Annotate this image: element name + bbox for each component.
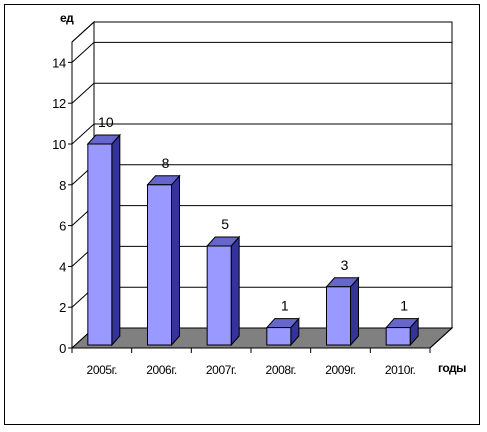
x-tick-label: 2010г. bbox=[385, 363, 416, 377]
y-tick-label: 8 bbox=[59, 178, 66, 193]
x-tick-label: 2005г. bbox=[87, 363, 118, 377]
bar-front bbox=[206, 245, 232, 346]
bar bbox=[385, 317, 420, 347]
bar bbox=[146, 174, 181, 347]
bar-front bbox=[147, 184, 172, 346]
gridline bbox=[71, 41, 452, 63]
bar-side bbox=[171, 174, 180, 347]
labels: 0 2 4 6 8 10 12 14 10 2005г. 8 2006г. 5 2007г. 1 2008г.… bbox=[52, 55, 416, 377]
y-tick-label: 12 bbox=[52, 96, 66, 111]
data-label: 1 bbox=[400, 298, 408, 314]
bar bbox=[265, 317, 300, 347]
bar bbox=[206, 235, 241, 347]
x-tick-label: 2008г. bbox=[266, 363, 297, 377]
gridline bbox=[71, 123, 452, 145]
gridline bbox=[71, 82, 452, 104]
data-label: 3 bbox=[341, 257, 349, 273]
y-tick-label: 4 bbox=[59, 259, 66, 274]
data-label: 5 bbox=[221, 216, 229, 232]
data-label: 10 bbox=[98, 114, 114, 130]
y-tick-label: 2 bbox=[59, 300, 66, 315]
floor-edge bbox=[429, 327, 453, 349]
chart-walls bbox=[70, 20, 454, 350]
x-axis-title: годы bbox=[438, 361, 466, 375]
gridline bbox=[71, 21, 452, 43]
y-axis-title: ед bbox=[60, 11, 74, 25]
bar-side bbox=[111, 133, 121, 347]
bar-front bbox=[266, 327, 292, 346]
y-tick-label: 14 bbox=[52, 55, 66, 70]
bars bbox=[86, 133, 420, 347]
y-tick-label: 0 bbox=[59, 341, 66, 356]
bar-side bbox=[350, 276, 359, 347]
data-label: 1 bbox=[281, 298, 289, 314]
y-tick-label: 6 bbox=[59, 219, 66, 234]
bar bbox=[325, 276, 360, 347]
bar-side bbox=[230, 235, 240, 347]
y-tick-label: 10 bbox=[52, 137, 66, 152]
x-tick-label: 2006г. bbox=[146, 363, 177, 377]
data-label: 8 bbox=[162, 155, 170, 171]
bar-front bbox=[326, 286, 351, 346]
bar bbox=[86, 133, 121, 347]
axes bbox=[68, 42, 453, 353]
x-tick-label: 2007г. bbox=[206, 363, 237, 377]
bar-front bbox=[87, 143, 113, 346]
x-tick-label: 2009г. bbox=[325, 363, 356, 377]
bar-front bbox=[385, 327, 411, 346]
